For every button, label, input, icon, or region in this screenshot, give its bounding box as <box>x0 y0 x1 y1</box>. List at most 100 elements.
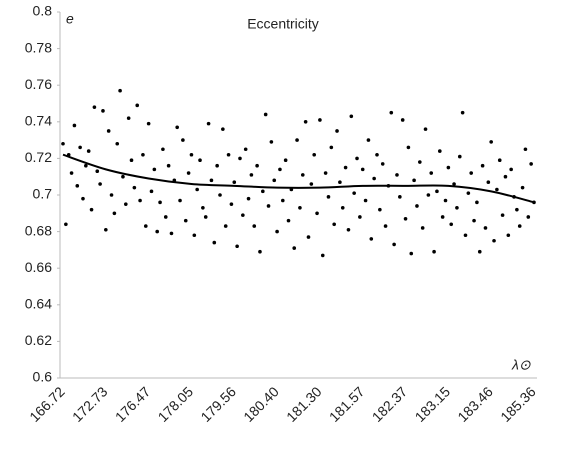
data-point <box>72 123 77 128</box>
y-tick-label: 0.64 <box>25 296 52 312</box>
data-point <box>338 180 342 184</box>
data-point <box>218 193 222 197</box>
data-point <box>115 141 120 146</box>
data-point <box>221 127 225 131</box>
data-point <box>226 152 231 157</box>
data-point <box>429 171 434 175</box>
data-point <box>406 145 411 150</box>
data-point <box>183 218 188 223</box>
x-tick-label: 183.15 <box>412 383 454 425</box>
y-tick-label: 0.72 <box>25 149 52 165</box>
data-point <box>398 195 402 199</box>
data-point <box>135 103 140 108</box>
data-point <box>372 176 376 181</box>
data-point <box>432 249 436 254</box>
data-point <box>109 193 114 197</box>
data-point <box>241 213 245 217</box>
data-point <box>523 147 528 152</box>
data-point <box>529 162 533 166</box>
y-tick-label: 0.7 <box>33 186 53 202</box>
data-point <box>457 154 462 159</box>
y-tick-label: 0.6 <box>33 369 53 385</box>
data-point <box>420 226 425 230</box>
data-point <box>303 120 308 124</box>
data-point <box>392 242 396 247</box>
data-point <box>412 178 416 183</box>
data-point <box>203 215 208 219</box>
data-point <box>92 105 97 109</box>
chart-title: Eccentricity <box>247 16 319 32</box>
data-point <box>121 174 125 179</box>
data-point <box>129 158 134 163</box>
x-tick-label: 180.40 <box>240 383 282 425</box>
data-point <box>292 246 297 250</box>
data-point <box>229 202 234 206</box>
data-point <box>446 165 451 170</box>
y-tick-label: 0.76 <box>25 76 52 92</box>
data-point <box>332 222 336 227</box>
data-point <box>238 156 242 161</box>
data-point <box>118 88 122 93</box>
data-point <box>517 224 522 228</box>
data-point <box>106 129 111 133</box>
data-point <box>300 173 305 177</box>
data-point <box>526 215 531 219</box>
data-point <box>352 191 356 195</box>
data-point <box>395 173 399 177</box>
data-point <box>363 198 368 203</box>
data-point <box>477 249 482 254</box>
data-point <box>275 229 279 234</box>
data-point <box>306 235 311 239</box>
data-point <box>480 163 485 168</box>
data-point <box>329 145 334 150</box>
data-point <box>500 213 505 217</box>
data-point <box>309 182 314 186</box>
x-tick-label: 176.47 <box>112 383 154 425</box>
x-tick-label: 166.72 <box>26 383 68 425</box>
data-point <box>409 251 414 256</box>
data-point <box>489 140 493 144</box>
data-point <box>283 158 288 163</box>
data-point <box>146 121 151 126</box>
data-point <box>69 171 74 175</box>
data-point <box>466 191 471 195</box>
data-point <box>469 171 474 175</box>
data-point <box>84 163 88 168</box>
data-point <box>126 116 131 120</box>
data-point <box>340 206 345 210</box>
data-point <box>95 169 100 174</box>
y-tick-label: 0.78 <box>25 39 52 55</box>
data-point <box>75 184 80 188</box>
x-tick-label: 181.57 <box>326 383 368 425</box>
data-point <box>495 187 499 192</box>
x-tick-label: 182.37 <box>369 383 411 425</box>
data-point <box>509 167 513 172</box>
data-point <box>295 138 299 142</box>
data-point <box>104 227 108 232</box>
data-point <box>435 189 439 194</box>
data-point <box>198 158 202 163</box>
data-point <box>515 207 519 212</box>
data-point <box>263 112 268 117</box>
data-point <box>201 206 205 210</box>
data-point <box>472 218 476 223</box>
data-point <box>209 178 214 183</box>
data-point <box>272 178 277 183</box>
x-axis-label: λ⊙ <box>511 357 531 373</box>
data-point <box>443 198 448 203</box>
data-point <box>81 196 85 201</box>
data-point <box>418 160 422 164</box>
y-tick-label: 0.68 <box>25 222 52 238</box>
data-point <box>189 152 194 157</box>
data-point <box>455 206 459 210</box>
data-point <box>378 207 382 212</box>
y-tick-label: 0.8 <box>33 3 53 19</box>
data-point <box>360 167 365 172</box>
data-point <box>212 240 217 245</box>
data-point <box>143 224 148 228</box>
y-tick-label: 0.66 <box>25 259 52 275</box>
data-point <box>166 163 171 168</box>
data-point <box>286 218 291 223</box>
data-point <box>298 206 302 210</box>
data-point <box>503 174 508 179</box>
